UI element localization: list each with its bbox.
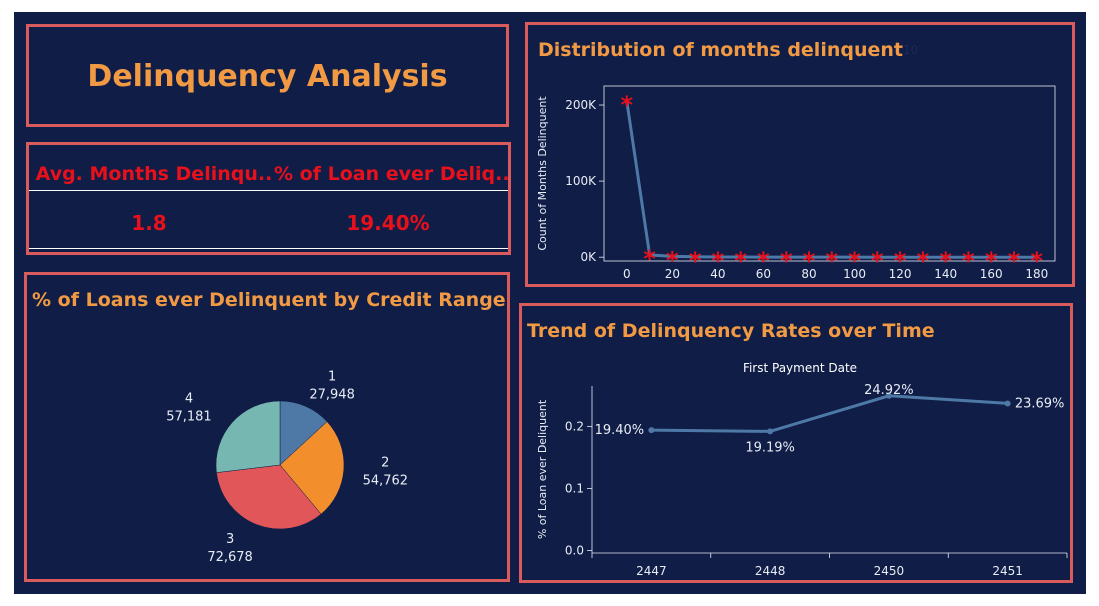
months-delinquent-chart-title: Distribution of months delinquent [538, 39, 903, 61]
trend-line-chart: 0.0 0.1 0.2 2447 2448 2450 2451 % of Loan ever … [536, 383, 1068, 578]
data-point [1004, 400, 1011, 407]
data-point-marker: * [848, 247, 861, 275]
data-point-marker: * [666, 246, 679, 274]
credit-range-chart-title: % of Loans ever Delinquent by Credit Ran… [32, 289, 506, 311]
y-tick-label: 0K [580, 250, 597, 264]
x-tick-label: 40 [710, 267, 725, 281]
kpi-avg-months-value: 1.8 [131, 211, 167, 235]
kpi-panel: Avg. Months Delinqu.. % of Loan ever Del… [26, 142, 511, 255]
data-point-marker: * [780, 247, 793, 275]
data-point [648, 427, 655, 434]
data-point-marker: * [894, 247, 907, 275]
data-point-marker: * [643, 245, 656, 273]
dashboard: Delinquency Analysis Avg. Months Delinqu… [14, 12, 1086, 594]
x-tick-label: 0 [623, 267, 631, 281]
data-point-marker: * [985, 247, 998, 275]
data-point-marker: * [1008, 247, 1021, 275]
pie-category-label: 2 [381, 456, 389, 471]
x-tick-label: 160 [980, 267, 1003, 281]
data-point-marker: * [871, 247, 884, 275]
data-point-marker: * [803, 247, 816, 275]
kpi-pct-loan-value: 19.40% [346, 211, 430, 235]
x-tick-label: 60 [756, 267, 771, 281]
credit-range-panel: % of Loans ever Delinquent by Credit Ran… [24, 272, 510, 582]
data-point-marker: * [917, 247, 930, 275]
pie-value-label: 57,181 [166, 410, 212, 425]
pie-value-label: 27,948 [309, 387, 355, 402]
x-tick-label: 100 [843, 267, 866, 281]
trend-chart-subtitle: First Payment Date [742, 361, 858, 375]
pie-slice-3 [216, 464, 322, 530]
data-point-marker: * [734, 247, 747, 275]
y-axis-label: % of Loan ever Deliquent [536, 399, 549, 539]
kpi-avg-months-label: Avg. Months Delinqu.. [35, 163, 273, 185]
pie-slice-2 [279, 421, 345, 515]
data-point [767, 428, 774, 435]
dashboard-title: Delinquency Analysis [87, 59, 448, 94]
pie-slice-4 [215, 400, 281, 473]
x-tick-label: 20 [665, 267, 680, 281]
title-panel: Delinquency Analysis [26, 24, 509, 127]
x-tick-label: 80 [801, 267, 816, 281]
months-delinquent-annotation: 10 [903, 43, 919, 57]
pie-category-label: 4 [185, 392, 193, 407]
kpi-header-divider [29, 190, 508, 191]
credit-range-pie-chart: 1 27,948 2 54,762 3 72,678 4 57,181 [166, 369, 409, 565]
data-point-marker: * [939, 247, 952, 275]
y-axis-label: Count of Months Delinquent [536, 96, 549, 251]
data-label: 23.69% [1015, 396, 1065, 411]
y-tick-label: 0.1 [565, 481, 584, 495]
x-tick-label: 180 [1025, 267, 1048, 281]
data-point-marker: * [962, 247, 975, 275]
x-tick-label: 140 [934, 267, 957, 281]
y-tick-label: 200K [565, 98, 597, 112]
x-tick-label: 2448 [755, 564, 786, 578]
data-point-marker: * [689, 247, 702, 275]
data-point-marker: * [712, 247, 725, 275]
kpi-footer-divider [29, 248, 508, 249]
series-line [625, 100, 1037, 259]
trend-chart-title: Trend of Delinquency Rates over Time [527, 320, 935, 342]
data-label: 19.40% [595, 423, 645, 438]
x-tick-label: 2450 [874, 564, 905, 578]
y-tick-label: 100K [565, 174, 597, 188]
data-point-marker: * [757, 247, 770, 275]
x-tick-label: 120 [889, 267, 912, 281]
data-point-marker: * [620, 91, 633, 119]
series-line [651, 394, 1008, 433]
kpi-pct-loan-label: % of Loan ever Deliq.. [274, 163, 510, 185]
x-tick-label: 2451 [992, 564, 1023, 578]
months-delinquent-panel: Distribution of months delinquent 10 0K 1… [525, 22, 1075, 287]
data-point-marker: * [1030, 247, 1043, 275]
data-label: 24.92% [864, 383, 914, 398]
data-label: 19.19% [745, 440, 795, 455]
trend-panel: Trend of Delinquency Rates over Time Fir… [519, 303, 1073, 583]
data-point-marker: * [825, 247, 838, 275]
x-tick-label: 2447 [636, 564, 667, 578]
y-tick-label: 0.0 [565, 544, 584, 558]
pie-category-label: 3 [226, 532, 234, 547]
y-tick-label: 0.2 [565, 419, 584, 433]
pie-value-label: 72,678 [207, 550, 253, 565]
months-delinquent-line-chart: 0K 100K 200K 0 20 40 60 80 100 120 140 160 180 Count … [536, 85, 1056, 281]
data-point [885, 392, 892, 399]
pie-category-label: 1 [328, 369, 336, 384]
plot-area-border [603, 85, 1056, 262]
pie-value-label: 54,762 [363, 474, 409, 489]
